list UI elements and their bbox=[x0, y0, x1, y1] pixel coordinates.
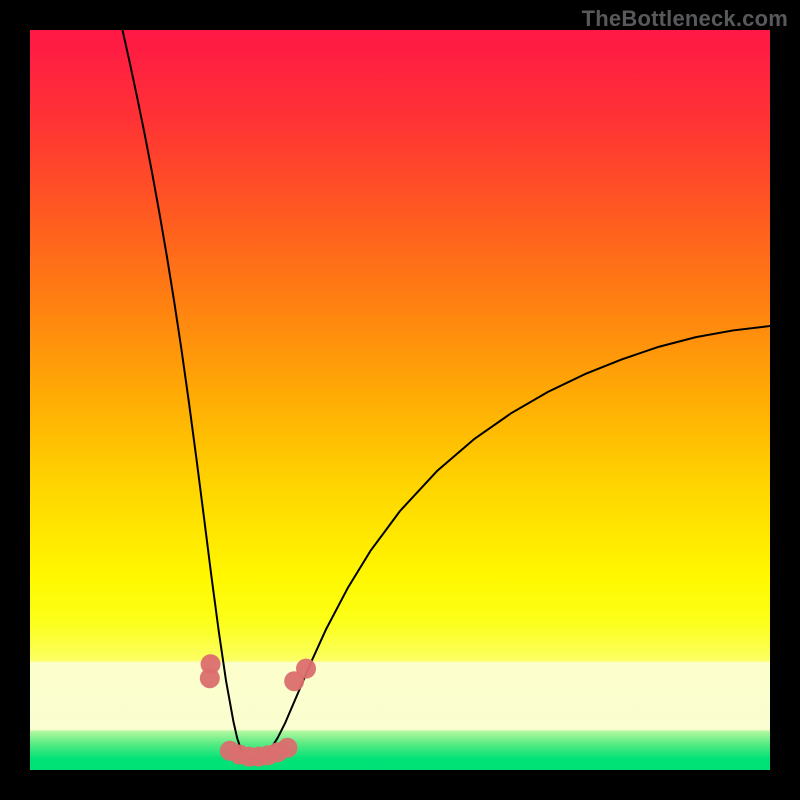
marker-point bbox=[200, 668, 220, 688]
plot-area bbox=[30, 30, 770, 770]
marker-point bbox=[296, 659, 316, 679]
chart-svg bbox=[30, 30, 770, 770]
watermark-text: TheBottleneck.com bbox=[582, 6, 788, 32]
gradient-background bbox=[30, 30, 770, 770]
chart-frame: TheBottleneck.com bbox=[0, 0, 800, 800]
marker-point bbox=[278, 738, 298, 758]
